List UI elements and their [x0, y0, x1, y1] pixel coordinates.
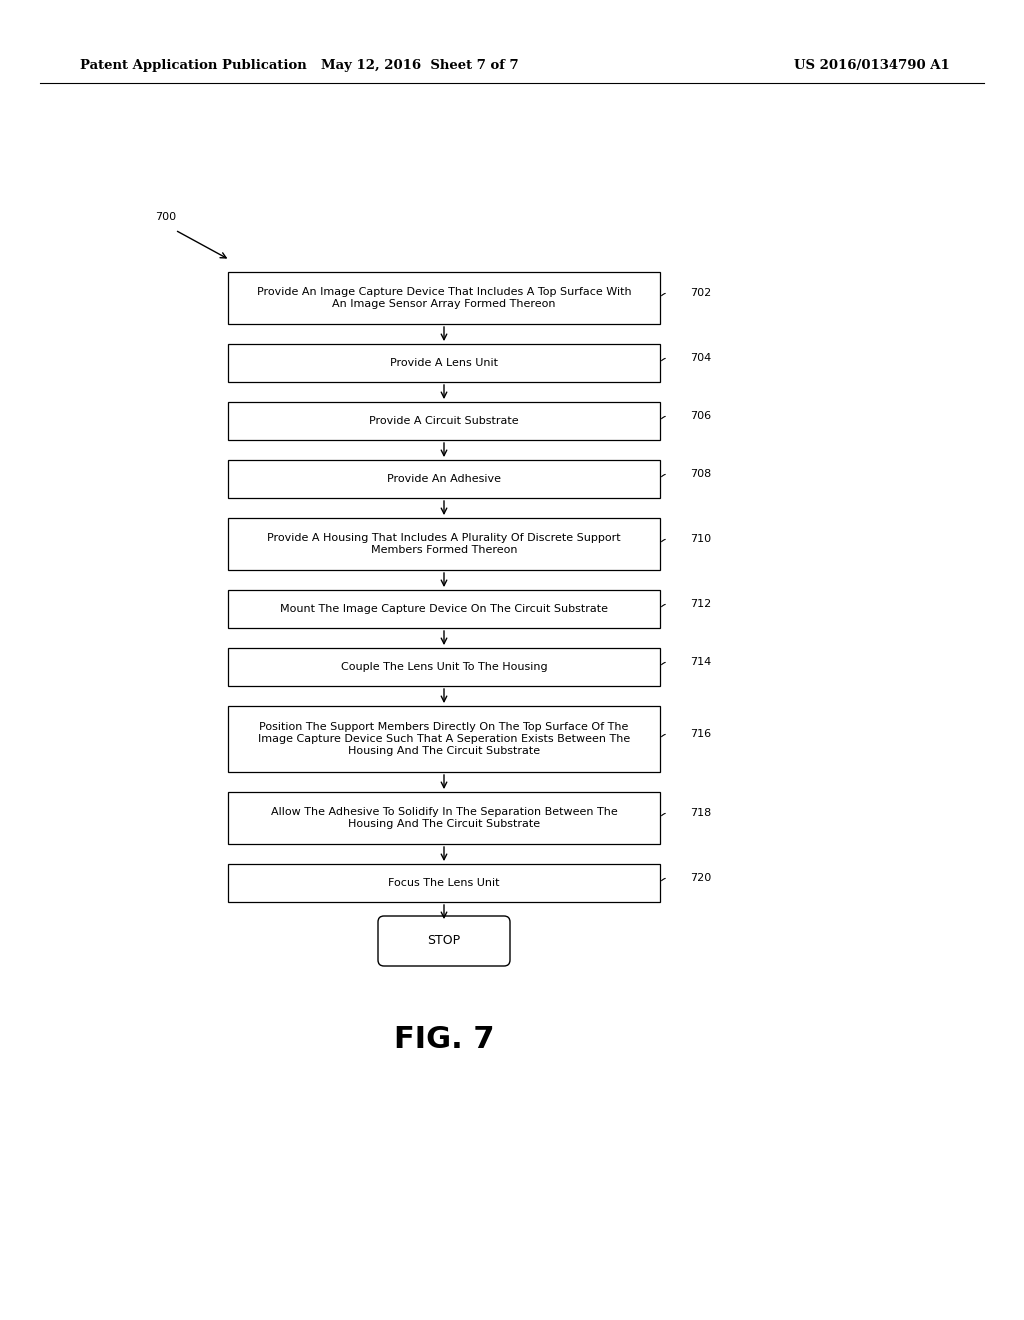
- Text: Provide An Image Capture Device That Includes A Top Surface With
An Image Sensor: Provide An Image Capture Device That Inc…: [257, 288, 632, 309]
- Text: 702: 702: [690, 288, 712, 298]
- Text: 708: 708: [690, 469, 712, 479]
- Bar: [228, 706, 660, 772]
- Bar: [228, 459, 660, 498]
- Bar: [228, 345, 660, 381]
- Text: 700: 700: [155, 213, 176, 222]
- Text: Mount The Image Capture Device On The Circuit Substrate: Mount The Image Capture Device On The Ci…: [280, 605, 608, 614]
- Text: 712: 712: [690, 599, 712, 609]
- Text: Provide A Circuit Substrate: Provide A Circuit Substrate: [370, 416, 519, 426]
- Text: 706: 706: [690, 411, 711, 421]
- Text: 714: 714: [690, 657, 712, 667]
- Bar: [228, 517, 660, 570]
- Bar: [228, 865, 660, 902]
- Text: 718: 718: [690, 808, 712, 818]
- Text: May 12, 2016  Sheet 7 of 7: May 12, 2016 Sheet 7 of 7: [322, 58, 519, 71]
- Bar: [228, 272, 660, 323]
- Text: Provide A Housing That Includes A Plurality Of Discrete Support
Members Formed T: Provide A Housing That Includes A Plural…: [267, 533, 621, 554]
- Bar: [228, 648, 660, 686]
- Bar: [228, 792, 660, 843]
- Text: Focus The Lens Unit: Focus The Lens Unit: [388, 878, 500, 888]
- Text: US 2016/0134790 A1: US 2016/0134790 A1: [795, 58, 950, 71]
- Text: 710: 710: [690, 535, 711, 544]
- Text: 720: 720: [690, 873, 712, 883]
- Text: Position The Support Members Directly On The Top Surface Of The
Image Capture De: Position The Support Members Directly On…: [258, 722, 630, 755]
- FancyBboxPatch shape: [378, 916, 510, 966]
- Text: 704: 704: [690, 352, 712, 363]
- Text: Provide An Adhesive: Provide An Adhesive: [387, 474, 501, 484]
- Text: Allow The Adhesive To Solidify In The Separation Between The
Housing And The Cir: Allow The Adhesive To Solidify In The Se…: [270, 808, 617, 829]
- Text: FIG. 7: FIG. 7: [394, 1026, 495, 1055]
- Text: Couple The Lens Unit To The Housing: Couple The Lens Unit To The Housing: [341, 663, 547, 672]
- Text: Provide A Lens Unit: Provide A Lens Unit: [390, 358, 498, 368]
- Bar: [228, 403, 660, 440]
- Text: STOP: STOP: [427, 935, 461, 948]
- Text: Patent Application Publication: Patent Application Publication: [80, 58, 307, 71]
- Bar: [228, 590, 660, 628]
- Text: 716: 716: [690, 729, 711, 739]
